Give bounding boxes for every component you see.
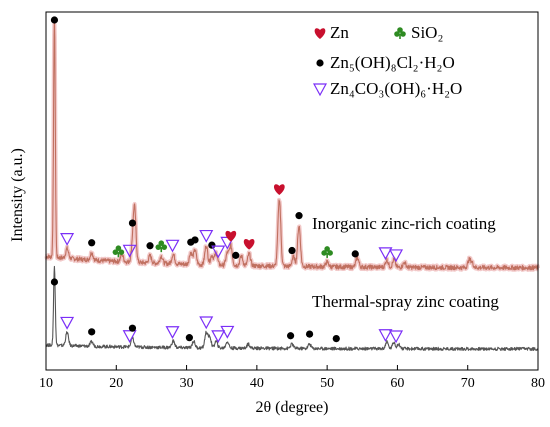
upper-marker-triangle-icon [211,245,226,259]
x-tick-label: 80 [531,376,545,391]
legend-heart-icon [314,28,326,39]
upper-marker-heart-icon [243,238,255,250]
upper-marker-club-icon [155,240,168,253]
upper-marker-dot-icon [208,241,216,249]
lower-marker-dot-icon [50,278,59,286]
legend-label-zn: Zn [330,23,349,42]
upper-marker-triangle-icon [199,229,214,243]
upper-marker-dot-icon [191,236,199,244]
upper-marker-dot-icon [146,242,154,250]
legend-club-icon [394,27,406,39]
x-tick-label: 70 [461,376,475,391]
lower-marker-dot-icon [128,324,137,332]
legend-symbol-club-icon [394,27,406,39]
lower-marker-triangle-icon [220,325,235,339]
lower-marker-dot-icon [286,332,295,340]
lower-marker-dot-icon [88,328,96,336]
plot-frame [45,11,539,371]
y-axis-label: Intensity (a.u.) [9,148,26,242]
upper-marker-triangle-icon [378,247,393,261]
legend-label-zn4: Zn₄CO₃(OH)₆·H₂O [330,79,462,98]
upper-marker-triangle-icon [389,249,404,263]
upper-marker-dot-icon [232,251,240,259]
upper-marker-heart-icon [225,230,237,242]
upper-marker-triangle-icon [165,239,180,253]
x-tick-label: 40 [250,376,264,391]
lower-marker-triangle-icon [122,330,137,344]
x-tick-label: 50 [320,376,334,391]
curves [44,16,540,351]
x-tick-label: 20 [109,376,123,391]
lower-marker-dot-icon [185,334,193,342]
upper-marker-dot-icon [288,246,296,255]
x-ticks: 10 20 30 40 50 60 70 80 [39,365,545,391]
lower-marker-triangle-icon [389,330,404,344]
series-label-lower: Thermal-spray zinc coating [312,292,499,311]
x-tick-label: 30 [180,376,194,391]
upper-marker-dot-icon [50,16,59,24]
upper-marker-dot-icon [351,250,359,258]
upper-marker-club-icon [112,245,125,258]
lower-marker-dot-icon [305,330,314,338]
upper-marker-triangle-icon [60,233,75,246]
upper-marker-heart-icon [273,184,285,195]
upper-marker-dot-icon [88,239,96,247]
lower-marker-triangle-icon [165,326,180,339]
legend-triangle-icon [312,83,328,97]
lower-marker-triangle-icon [378,329,393,342]
legend-dot-icon [316,59,324,67]
lower-marker-triangle-icon [211,330,226,344]
upper-marker-dot-icon [295,212,303,220]
x-tick-label: 10 [39,376,53,391]
series-line-1 [45,265,539,351]
series-label-upper: Inorganic zinc-rich coating [312,214,496,233]
x-tick-label: 60 [390,376,404,391]
legend-label-sio2: SiO₂ [411,23,443,42]
lower-marker-triangle-icon [199,316,214,330]
upper-marker-club-icon [321,246,333,258]
legend-symbol-heart-icon [314,28,326,39]
legend: Zn SiO₂ Zn₅(OH)₈Cl₂·H₂O Zn₄CO₃(OH)₆·H₂O [312,23,462,98]
series-line-0 [45,18,539,271]
legend-label-zn5: Zn₅(OH)₈Cl₂·H₂O [330,53,455,72]
lower-marker-dot-icon [332,335,340,343]
phase-markers [50,16,404,344]
x-axis-label: 2θ (degree) [256,399,329,416]
legend-symbol-triangle-icon [312,83,328,97]
lower-marker-triangle-icon [60,316,75,330]
upper-marker-dot-icon [128,219,137,227]
legend-symbol-dot-icon [316,59,324,67]
upper-marker-triangle-icon [122,244,137,258]
plot-area [44,16,540,351]
